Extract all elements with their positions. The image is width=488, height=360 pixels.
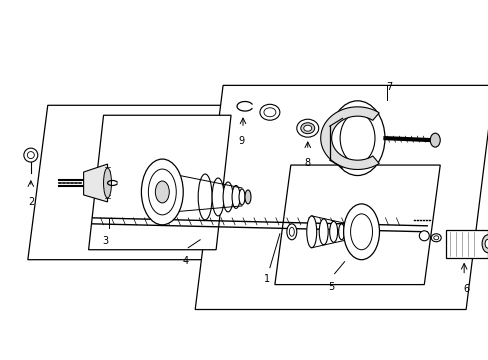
Ellipse shape xyxy=(212,178,224,216)
Ellipse shape xyxy=(155,181,169,203)
Polygon shape xyxy=(83,164,107,202)
Ellipse shape xyxy=(329,101,384,176)
Polygon shape xyxy=(28,105,224,260)
Text: 7: 7 xyxy=(386,82,392,93)
Circle shape xyxy=(24,148,38,162)
Ellipse shape xyxy=(232,185,240,208)
Ellipse shape xyxy=(340,113,374,163)
Polygon shape xyxy=(88,115,230,250)
Text: 4: 4 xyxy=(182,256,188,266)
Ellipse shape xyxy=(264,108,275,117)
Ellipse shape xyxy=(289,227,294,236)
Polygon shape xyxy=(320,107,379,170)
Circle shape xyxy=(419,231,428,241)
Ellipse shape xyxy=(244,190,250,204)
Polygon shape xyxy=(274,165,439,285)
Ellipse shape xyxy=(148,169,176,215)
Ellipse shape xyxy=(481,235,488,253)
Ellipse shape xyxy=(103,168,111,198)
Ellipse shape xyxy=(260,104,279,120)
Ellipse shape xyxy=(350,214,372,250)
Text: 8: 8 xyxy=(304,158,310,168)
Ellipse shape xyxy=(329,221,337,242)
Text: 3: 3 xyxy=(102,236,108,246)
Ellipse shape xyxy=(338,224,344,240)
Text: 5: 5 xyxy=(328,282,334,292)
Ellipse shape xyxy=(300,123,314,134)
Text: 2: 2 xyxy=(29,197,35,207)
Ellipse shape xyxy=(306,216,316,248)
Text: 6: 6 xyxy=(462,284,468,294)
Circle shape xyxy=(27,152,34,159)
Ellipse shape xyxy=(319,219,327,245)
Ellipse shape xyxy=(430,234,440,242)
Ellipse shape xyxy=(343,204,379,260)
Ellipse shape xyxy=(433,236,438,240)
Ellipse shape xyxy=(198,174,212,220)
Ellipse shape xyxy=(429,133,439,147)
Ellipse shape xyxy=(296,119,318,137)
Text: 9: 9 xyxy=(238,136,244,146)
Ellipse shape xyxy=(141,159,183,225)
Bar xyxy=(446,230,487,258)
Ellipse shape xyxy=(303,125,311,131)
Ellipse shape xyxy=(484,239,488,248)
Ellipse shape xyxy=(286,224,296,240)
Text: 1: 1 xyxy=(264,274,269,284)
Ellipse shape xyxy=(223,182,233,212)
Polygon shape xyxy=(195,85,488,310)
Ellipse shape xyxy=(239,189,244,205)
